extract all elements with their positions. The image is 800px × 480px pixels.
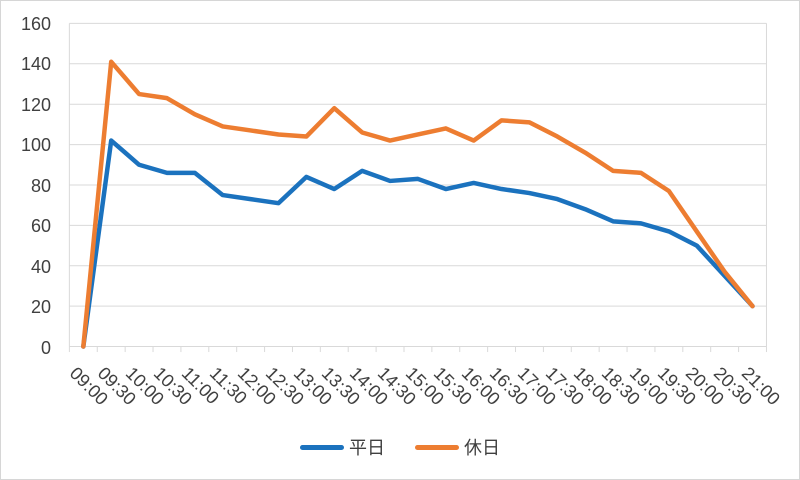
y-axis-tick-label: 20 bbox=[30, 297, 51, 318]
y-axis-tick-label: 40 bbox=[30, 256, 51, 277]
y-axis-tick-label: 100 bbox=[20, 135, 51, 156]
y-axis-tick-label: 140 bbox=[20, 54, 51, 75]
y-axis-tick-label: 60 bbox=[30, 216, 51, 237]
legend: 平日 休日 bbox=[1, 434, 799, 460]
legend-label: 平日 bbox=[349, 438, 385, 458]
legend-label: 休日 bbox=[464, 438, 500, 458]
legend-item-休日[interactable]: 休日 bbox=[415, 434, 500, 460]
legend-item-平日[interactable]: 平日 bbox=[300, 434, 385, 460]
series-line-平日[interactable] bbox=[81, 138, 755, 349]
legend-line-swatch bbox=[300, 444, 344, 450]
y-axis-tick-label: 160 bbox=[20, 13, 51, 34]
legend-line-swatch bbox=[415, 444, 459, 450]
y-axis-tick-label: 0 bbox=[40, 338, 51, 358]
y-axis-tick-label: 120 bbox=[20, 94, 51, 115]
y-axis-tick-label: 80 bbox=[30, 175, 51, 196]
series-line-休日[interactable] bbox=[81, 59, 755, 349]
